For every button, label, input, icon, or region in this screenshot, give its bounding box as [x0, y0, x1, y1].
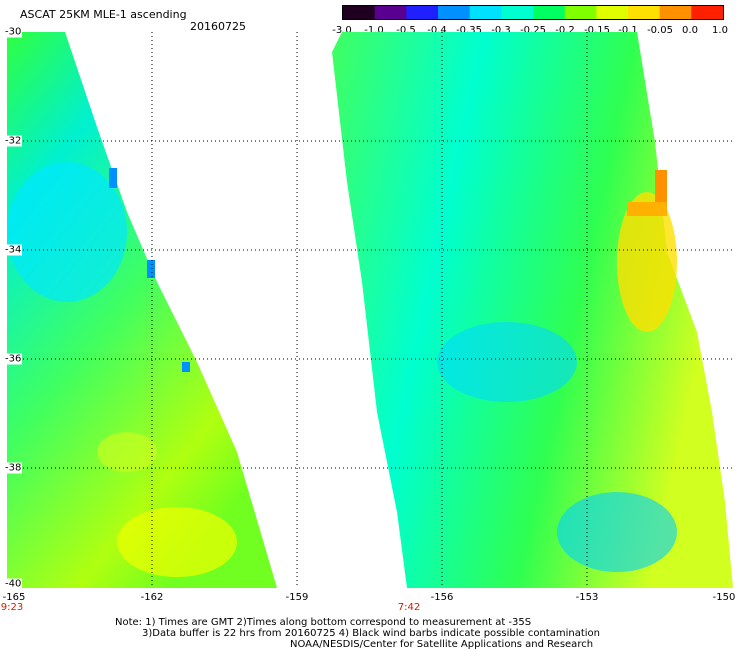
color-scale-bar	[342, 5, 724, 20]
scale-label: -0.35	[456, 25, 482, 36]
lat-label: -38	[4, 462, 23, 474]
footnote-line-1: Note: 1) Times are GMT 2)Times along bot…	[115, 617, 532, 628]
lon-label: -150	[712, 592, 736, 603]
color-scale-segment	[533, 6, 566, 19]
color-scale-segment	[564, 6, 597, 19]
left-swath	[7, 32, 277, 588]
scale-label: -0.15	[584, 25, 610, 36]
lon-label: -153	[575, 592, 599, 603]
product-date: 20160725	[190, 20, 246, 33]
color-scale-segment	[343, 6, 376, 19]
color-scale-segment	[469, 6, 502, 19]
product-title: ASCAT 25KM MLE-1 ascending	[20, 8, 187, 21]
color-scale-segment	[438, 6, 471, 19]
scale-label: -0.05	[647, 25, 673, 36]
lat-label: -36	[4, 353, 23, 365]
color-scale-segment	[691, 6, 723, 19]
color-scale-segment	[406, 6, 439, 19]
lat-label: -34	[4, 244, 23, 256]
lon-label: -162	[140, 592, 164, 603]
scale-label: -0.5	[396, 25, 416, 36]
graticule-lines	[7, 32, 733, 588]
lat-label: -32	[4, 135, 23, 147]
color-scale-segment	[501, 6, 534, 19]
scale-label: -0.4	[427, 25, 447, 36]
footnote-line-3: NOAA/NESDIS/Center for Satellite Applica…	[290, 639, 594, 650]
pass-time-label: 7:42	[397, 602, 421, 613]
scale-label: -0.2	[555, 25, 575, 36]
lat-label: -40	[4, 578, 23, 590]
pass-time-label: 9:23	[0, 602, 24, 613]
scale-label: 0.0	[682, 25, 698, 36]
color-scale-segment	[659, 6, 692, 19]
lon-label: -156	[430, 592, 454, 603]
footnote-line-2: 3)Data buffer is 22 hrs from 20160725 4)…	[142, 628, 600, 639]
wind-retrieval-map	[7, 32, 733, 588]
color-scale-segment	[628, 6, 661, 19]
lon-label: -165	[2, 592, 26, 603]
lat-label: -30	[4, 26, 23, 38]
color-scale-segment	[596, 6, 629, 19]
color-scale-segment	[374, 6, 407, 19]
right-swath	[332, 32, 733, 588]
scale-label: -0.1	[618, 25, 638, 36]
scale-label: -0.25	[520, 25, 546, 36]
scale-label: -0.3	[491, 25, 511, 36]
scale-label: -3.0	[332, 25, 352, 36]
scale-label: -1.0	[364, 25, 384, 36]
lon-label: -159	[285, 592, 309, 603]
scale-label: 1.0	[712, 25, 728, 36]
